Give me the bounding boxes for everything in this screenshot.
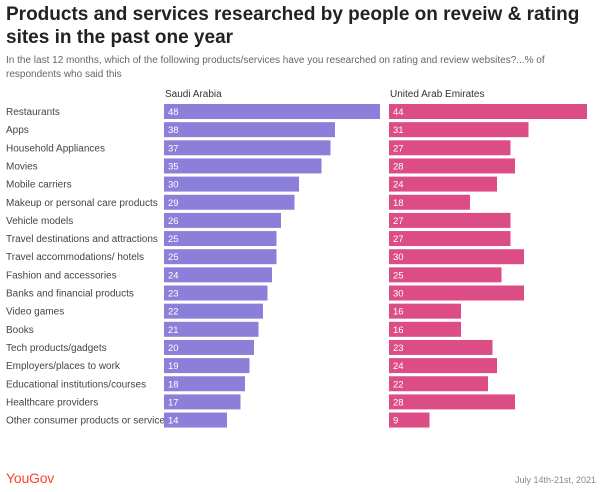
- value-label-saudi-arabia-apps: 38: [168, 125, 179, 136]
- category-label-healthcare-providers: Healthcare providers: [6, 397, 98, 408]
- value-label-saudi-arabia-tech-products-gadgets: 20: [168, 343, 179, 354]
- value-label-united-arab-emirates-restaurants: 44: [393, 107, 404, 118]
- bar-saudi-arabia-books: [164, 321, 259, 337]
- bar-united-arab-emirates-apps: [389, 122, 529, 138]
- bar-saudi-arabia-employers-places-to-work: [164, 358, 250, 374]
- category-label-fashion-and-accessories: Fashion and accessories: [6, 270, 117, 281]
- category-label-employers-places-to-work: Employers/places to work: [6, 361, 121, 372]
- bar-saudi-arabia-healthcare-providers: [164, 394, 241, 410]
- bar-united-arab-emirates-movies: [389, 158, 515, 174]
- value-label-united-arab-emirates-apps: 31: [393, 125, 404, 136]
- category-label-mobile-carriers: Mobile carriers: [6, 180, 72, 191]
- value-label-united-arab-emirates-makeup-or-personal-care-products: 18: [393, 198, 404, 209]
- value-label-saudi-arabia-makeup-or-personal-care-products: 29: [168, 198, 179, 209]
- value-label-united-arab-emirates-mobile-carriers: 24: [393, 180, 404, 191]
- chart-title: Products and services researched by peop…: [6, 4, 580, 48]
- bar-saudi-arabia-other-consumer-products-or-service: [164, 412, 227, 428]
- value-label-united-arab-emirates-household-appliances: 27: [393, 143, 404, 154]
- value-label-united-arab-emirates-educational-institutions-courses: 22: [393, 379, 404, 390]
- bar-united-arab-emirates-travel-accommodations-hotels: [389, 249, 524, 265]
- bar-united-arab-emirates-healthcare-providers: [389, 394, 515, 410]
- bar-united-arab-emirates-employers-places-to-work: [389, 358, 497, 374]
- category-label-makeup-or-personal-care-products: Makeup or personal care products: [6, 198, 158, 209]
- category-label-apps: Apps: [6, 125, 29, 136]
- category-label-tech-products-gadgets: Tech products/gadgets: [6, 343, 107, 354]
- value-label-united-arab-emirates-fashion-and-accessories: 25: [393, 270, 404, 281]
- bar-united-arab-emirates-household-appliances: [389, 140, 511, 156]
- value-label-saudi-arabia-books: 21: [168, 325, 179, 336]
- value-label-saudi-arabia-employers-places-to-work: 19: [168, 361, 179, 372]
- value-label-saudi-arabia-mobile-carriers: 30: [168, 180, 179, 191]
- bar-saudi-arabia-video-games: [164, 303, 263, 319]
- bar-saudi-arabia-movies: [164, 158, 322, 174]
- value-label-saudi-arabia-movies: 35: [168, 161, 179, 172]
- category-label-movies: Movies: [6, 161, 38, 172]
- value-label-united-arab-emirates-employers-places-to-work: 24: [393, 361, 404, 372]
- value-label-saudi-arabia-banks-and-financial-products: 23: [168, 289, 179, 300]
- bar-united-arab-emirates-restaurants: [389, 104, 587, 119]
- bar-saudi-arabia-household-appliances: [164, 140, 331, 156]
- value-label-saudi-arabia-healthcare-providers: 17: [168, 397, 179, 408]
- value-label-saudi-arabia-household-appliances: 37: [168, 143, 179, 154]
- value-label-united-arab-emirates-travel-accommodations-hotels: 30: [393, 252, 404, 263]
- bar-saudi-arabia-fashion-and-accessories: [164, 267, 272, 283]
- category-label-travel-destinations-and-attractions: Travel destinations and attractions: [6, 234, 158, 245]
- value-label-saudi-arabia-fashion-and-accessories: 24: [168, 270, 179, 281]
- series-header-saudi-arabia: Saudi Arabia: [165, 89, 222, 100]
- value-label-united-arab-emirates-travel-destinations-and-attractions: 27: [393, 234, 404, 245]
- bar-saudi-arabia-restaurants: [164, 104, 380, 119]
- bar-united-arab-emirates-vehicle-models: [389, 212, 511, 228]
- value-label-saudi-arabia-travel-accommodations-hotels: 25: [168, 252, 179, 263]
- category-label-vehicle-models: Vehicle models: [6, 216, 73, 227]
- value-label-saudi-arabia-video-games: 22: [168, 307, 179, 318]
- bar-united-arab-emirates-fashion-and-accessories: [389, 267, 502, 283]
- bar-united-arab-emirates-travel-destinations-and-attractions: [389, 231, 511, 247]
- bar-saudi-arabia-travel-destinations-and-attractions: [164, 231, 277, 247]
- bar-saudi-arabia-tech-products-gadgets: [164, 339, 254, 355]
- value-label-united-arab-emirates-video-games: 16: [393, 307, 404, 318]
- bar-saudi-arabia-travel-accommodations-hotels: [164, 249, 277, 265]
- value-label-united-arab-emirates-banks-and-financial-products: 30: [393, 289, 404, 300]
- value-label-united-arab-emirates-books: 16: [393, 325, 404, 336]
- value-label-united-arab-emirates-vehicle-models: 27: [393, 216, 404, 227]
- category-label-travel-accommodations-hotels: Travel accommodations/ hotels: [6, 252, 144, 263]
- bar-united-arab-emirates-tech-products-gadgets: [389, 339, 493, 355]
- category-label-banks-and-financial-products: Banks and financial products: [6, 289, 134, 300]
- series-header-united-arab-emirates: United Arab Emirates: [390, 89, 485, 100]
- bar-saudi-arabia-makeup-or-personal-care-products: [164, 194, 295, 210]
- bar-united-arab-emirates-educational-institutions-courses: [389, 376, 488, 392]
- bar-united-arab-emirates-banks-and-financial-products: [389, 285, 524, 301]
- category-label-books: Books: [6, 325, 34, 336]
- bar-united-arab-emirates-other-consumer-products-or-service: [389, 412, 430, 428]
- bar-saudi-arabia-vehicle-models: [164, 212, 281, 228]
- bar-saudi-arabia-educational-institutions-courses: [164, 376, 245, 392]
- category-label-video-games: Video games: [6, 307, 64, 318]
- bar-united-arab-emirates-makeup-or-personal-care-products: [389, 194, 470, 210]
- bar-united-arab-emirates-mobile-carriers: [389, 176, 497, 192]
- survey-date: July 14th-21st, 2021: [514, 475, 596, 485]
- bar-saudi-arabia-mobile-carriers: [164, 176, 299, 192]
- value-label-saudi-arabia-restaurants: 48: [168, 107, 179, 118]
- value-label-saudi-arabia-other-consumer-products-or-service: 14: [168, 416, 179, 427]
- value-label-saudi-arabia-educational-institutions-courses: 18: [168, 379, 179, 390]
- value-label-united-arab-emirates-healthcare-providers: 28: [393, 397, 404, 408]
- category-label-restaurants: Restaurants: [6, 107, 60, 118]
- chart-subtitle: In the last 12 months, which of the foll…: [6, 55, 545, 80]
- category-label-household-appliances: Household Appliances: [6, 143, 105, 154]
- bar-saudi-arabia-banks-and-financial-products: [164, 285, 268, 301]
- yougov-logo: YouGov: [6, 470, 55, 486]
- bar-united-arab-emirates-video-games: [389, 303, 461, 319]
- bar-united-arab-emirates-books: [389, 321, 461, 337]
- category-label-other-consumer-products-or-service: Other consumer products or service: [6, 416, 165, 427]
- category-label-educational-institutions-courses: Educational institutions/courses: [6, 379, 146, 390]
- value-label-united-arab-emirates-other-consumer-products-or-service: 9: [393, 416, 398, 427]
- value-label-saudi-arabia-vehicle-models: 26: [168, 216, 179, 227]
- bar-saudi-arabia-apps: [164, 122, 335, 138]
- value-label-united-arab-emirates-movies: 28: [393, 161, 404, 172]
- value-label-united-arab-emirates-tech-products-gadgets: 23: [393, 343, 404, 354]
- value-label-saudi-arabia-travel-destinations-and-attractions: 25: [168, 234, 179, 245]
